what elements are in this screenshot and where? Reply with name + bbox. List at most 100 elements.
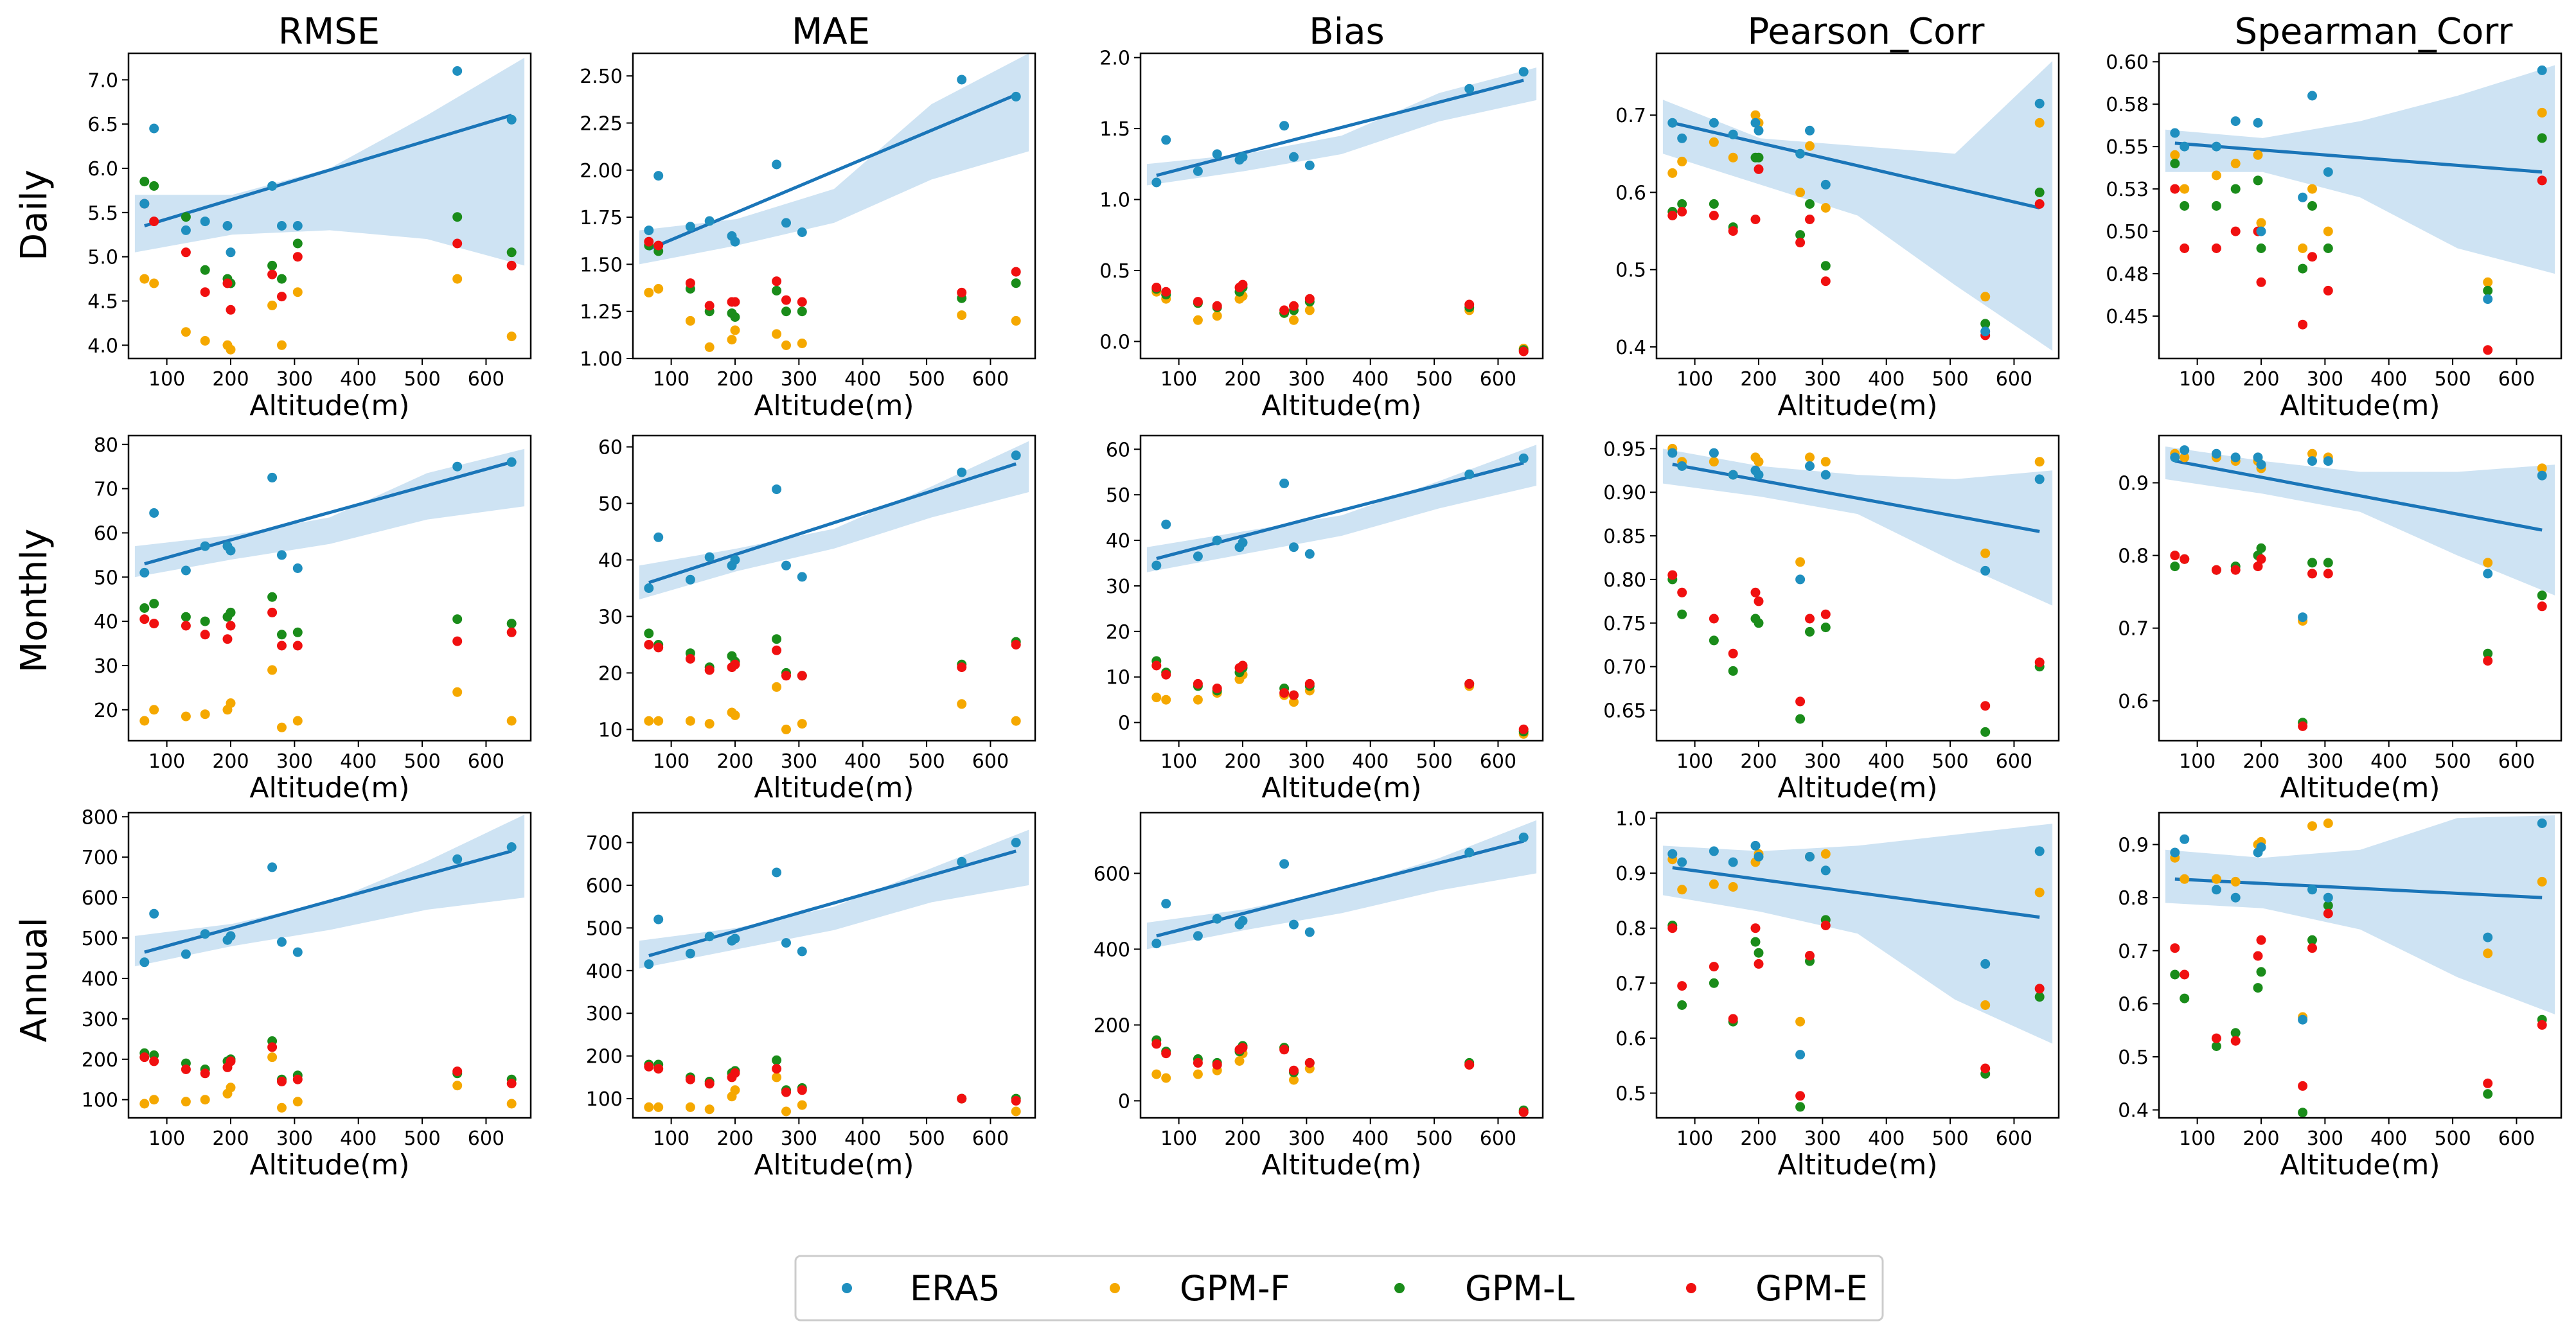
point-gpm-l-daily-rmse	[506, 247, 517, 258]
y-tick-label: 10	[598, 719, 623, 741]
point-gpm-e-daily-pearson-corr	[1667, 211, 1678, 220]
point-gpm-e-monthly-bias	[1464, 678, 1475, 689]
point-gpm-e-annual-bias	[1161, 1048, 1171, 1059]
point-gpm-e-daily-spearman-corr	[2323, 285, 2333, 296]
panel-annual-bias: 100 200 300 400 500 600 0 200 400 600 Altitude(m)	[1094, 811, 1544, 1181]
point-gpm-l-monthly-rmse	[452, 614, 463, 624]
x-tick-label: 400	[1868, 750, 1905, 773]
point-era5-monthly-bias	[1151, 560, 1162, 570]
point-gpm-e-annual-bias	[1304, 1057, 1315, 1068]
point-gpm-f-daily-mae	[653, 284, 664, 294]
point-gpm-f-daily-pearson-corr	[1980, 292, 1991, 302]
x-tick-label: 500	[1416, 1127, 1452, 1150]
x-tick-label: 400	[1352, 750, 1389, 773]
x-tick-label: 100	[1160, 1127, 1197, 1150]
x-tick-label: 600	[1996, 750, 2032, 773]
point-gpm-e-annual-spearman-corr	[2230, 1036, 2241, 1046]
confidence-band-daily-rmse	[134, 57, 525, 266]
point-era5-monthly-spearman-corr	[2323, 456, 2333, 466]
point-era5-daily-spearman-corr	[2211, 141, 2221, 152]
y-tick-label: 0.90	[1603, 482, 1646, 504]
point-gpm-f-monthly-bias	[1193, 694, 1203, 705]
point-gpm-f-monthly-pearson-corr	[1980, 548, 1991, 558]
point-gpm-f-daily-spearman-corr	[2170, 150, 2180, 160]
point-gpm-e-annual-spearman-corr	[2323, 908, 2333, 919]
point-gpm-l-annual-mae	[772, 1055, 782, 1065]
point-era5-monthly-pearson-corr	[1820, 470, 1831, 480]
x-tick-label: 400	[844, 368, 881, 391]
point-gpm-e-monthly-rmse	[139, 614, 150, 624]
y-tick-label: 500	[586, 917, 623, 940]
point-gpm-f-daily-bias	[1212, 311, 1222, 321]
point-gpm-l-daily-spearman-corr	[2253, 175, 2263, 186]
point-era5-monthly-rmse	[226, 545, 236, 556]
y-tick-label: 20	[598, 662, 623, 685]
point-era5-annual-mae	[781, 938, 791, 948]
point-gpm-l-daily-pearson-corr	[1820, 261, 1831, 271]
point-gpm-f-daily-pearson-corr	[1750, 110, 1761, 120]
y-tick-label: 2.00	[580, 160, 623, 182]
axes-frame-daily-rmse	[127, 52, 532, 360]
point-era5-monthly-rmse	[181, 565, 191, 576]
point-era5-annual-pearson-corr	[1805, 852, 1815, 862]
panel-daily-bias: 100 200 300 400 500 600 0.0 0.5 1.0 1.5 2.0 Altitud…	[1099, 48, 1544, 422]
point-era5-annual-rmse	[149, 908, 159, 919]
column-title-mae: MAE	[792, 11, 870, 53]
point-gpm-e-daily-rmse	[222, 278, 233, 288]
point-gpm-l-daily-rmse	[149, 181, 159, 191]
point-era5-annual-spearman-corr	[2180, 834, 2190, 844]
point-era5-annual-spearman-corr	[2170, 847, 2180, 858]
point-gpm-e-monthly-rmse	[292, 641, 303, 651]
point-gpm-e-daily-spearman-corr	[2230, 226, 2241, 236]
point-gpm-f-annual-bias	[1161, 1073, 1171, 1083]
point-era5-monthly-mae	[1011, 450, 1021, 461]
y-tick-label: 2.50	[580, 66, 623, 88]
point-era5-daily-bias	[1151, 177, 1162, 188]
point-gpm-e-annual-rmse	[277, 1076, 287, 1086]
point-gpm-e-annual-pearson-corr	[1795, 1091, 1806, 1101]
y-tick-label: 0.6	[2118, 993, 2149, 1016]
point-gpm-f-monthly-pearson-corr	[1754, 457, 1764, 467]
y-tick-label: 0.5	[1099, 260, 1130, 283]
point-gpm-f-monthly-spearman-corr	[2483, 558, 2493, 568]
column-title-pearson: Pearson_Corr	[1748, 11, 1985, 53]
point-gpm-f-daily-spearman-corr	[2180, 184, 2190, 194]
point-era5-monthly-pearson-corr	[1677, 461, 1687, 471]
x-tick-label: 400	[340, 368, 377, 391]
point-gpm-e-annual-bias	[1279, 1045, 1290, 1055]
point-gpm-l-monthly-rmse	[226, 607, 236, 617]
point-era5-daily-pearson-corr	[1754, 125, 1764, 136]
point-era5-monthly-mae	[730, 555, 740, 565]
point-gpm-e-monthly-rmse	[149, 619, 159, 629]
point-gpm-e-monthly-spearman-corr	[2170, 551, 2180, 561]
panel-grid: 100 200 300 400 500 6004.04.55.05.56.06.57.0A…	[82, 48, 2563, 1181]
point-era5-daily-rmse	[181, 225, 191, 235]
point-gpm-f-daily-spearman-corr	[2323, 226, 2333, 236]
point-gpm-f-annual-mae	[644, 1102, 654, 1112]
point-era5-monthly-spearman-corr	[2298, 612, 2308, 623]
point-era5-daily-spearman-corr	[2230, 116, 2241, 127]
point-era5-monthly-pearson-corr	[1667, 448, 1678, 458]
point-gpm-f-daily-mae	[644, 287, 654, 297]
point-era5-monthly-pearson-corr	[2034, 474, 2045, 484]
point-era5-daily-rmse	[452, 66, 463, 76]
y-tick-label: 800	[82, 806, 118, 829]
point-era5-annual-spearman-corr	[2483, 932, 2493, 942]
y-tick-label: 0.50	[2106, 221, 2149, 243]
point-gpm-e-monthly-mae	[685, 654, 695, 664]
point-gpm-f-annual-spearman-corr	[2230, 876, 2241, 887]
point-gpm-f-monthly-mae	[1011, 716, 1021, 726]
point-gpm-e-annual-rmse	[181, 1065, 191, 1074]
point-gpm-f-annual-pearson-corr	[1709, 879, 1719, 889]
point-gpm-e-daily-pearson-corr	[1820, 276, 1831, 287]
point-gpm-e-annual-rmse	[452, 1066, 463, 1077]
y-tick-label: 300	[82, 1009, 118, 1031]
legend-label-gpm-e: GPM-E	[1755, 1268, 1868, 1309]
point-gpm-e-monthly-bias	[1304, 678, 1315, 689]
point-era5-monthly-rmse	[292, 563, 303, 573]
point-gpm-e-daily-bias	[1193, 297, 1203, 307]
y-tick-label: 5.5	[87, 202, 118, 225]
x-axis-label-monthly-rmse: Altitude(m)	[249, 772, 409, 804]
point-gpm-e-annual-spearman-corr	[2180, 969, 2190, 980]
point-era5-annual-mae	[797, 946, 807, 957]
